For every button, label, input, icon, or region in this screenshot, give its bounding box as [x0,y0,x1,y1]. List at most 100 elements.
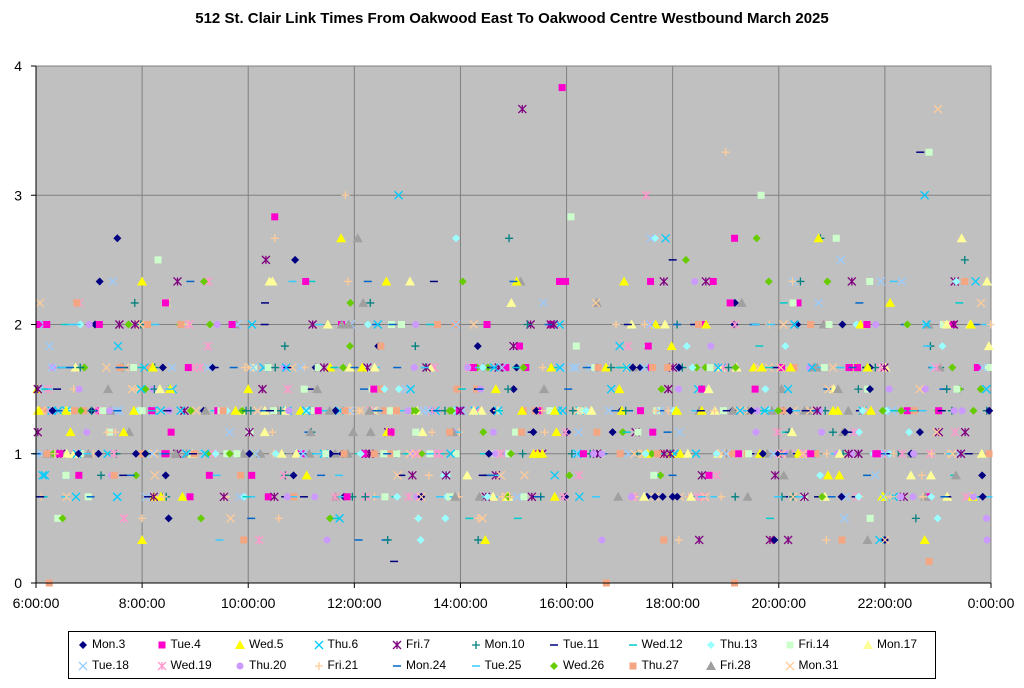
dense-point-mon-31 [591,298,601,308]
legend-marker [629,662,636,670]
point-mon-10 [911,514,920,523]
dense-point-mon-17 [154,384,165,394]
legend-marker [471,640,480,649]
dense-point-thu-20 [910,450,918,458]
dense-point-mon-17 [267,276,278,286]
dense-point-thu-6 [140,363,149,372]
legend-label: Fri.14 [798,637,830,651]
legend-label: Fri.28 [720,658,751,672]
dense-point-fri-21 [822,535,831,544]
dense-point-tue-4 [562,277,570,285]
dense-point-wed-5 [528,448,539,458]
dense-point-mon-31 [469,320,479,329]
point-wed-26 [681,255,690,264]
legend-label: Wed.5 [249,637,284,651]
point-mon-3 [95,277,104,286]
dense-point-wed-5 [65,427,76,437]
dense-point-mon-10 [567,449,576,458]
dense-point-tue-4 [502,364,510,372]
dense-point-fri-14 [546,407,554,415]
dense-point-thu-13 [933,514,942,523]
dense-point-fri-21 [540,428,549,437]
dense-point-thu-20 [752,428,760,436]
dense-point-fri-14 [314,364,322,372]
legend-item: Wed.19 [156,658,212,672]
legend-marker [786,641,793,649]
dense-point-thu-13 [271,449,280,458]
dense-point-fri-7 [770,470,780,480]
y-tick-label: 3 [14,187,22,203]
dense-point-wed-5 [834,470,845,480]
dense-point-mon-17 [276,448,287,458]
dense-point-thu-27 [340,450,348,458]
dense-point-wed-5 [885,297,896,307]
dense-point-mon-10 [731,492,740,501]
dense-point-tue-4 [205,471,213,479]
point-thu-27 [377,342,385,350]
dense-point-mon-17 [259,427,270,437]
dense-point-wed-19 [897,449,907,459]
dense-point-mon-3 [674,363,683,372]
dense-point-wed-19 [119,513,129,523]
dense-point-mon-10 [150,385,159,394]
dense-point-fri-28 [474,491,485,501]
dense-point-fri-28 [343,319,354,329]
dense-point-tue-4 [167,428,175,436]
dense-point-tue-4 [184,364,192,372]
dense-point-mon-10 [960,255,969,264]
dense-point-tue-18 [674,427,684,437]
point-thu-20 [598,536,606,544]
dense-point-fri-21 [344,277,353,286]
dense-point-thu-6 [136,384,146,394]
point-fri-14 [925,148,933,156]
point-wed-26 [200,277,209,286]
dense-point-mon-17 [405,276,416,286]
dense-point-fri-7 [407,470,417,480]
point-fri-7 [130,320,140,329]
dense-point-thu-27 [728,450,736,458]
dense-point-thu-13 [905,428,914,437]
dense-point-tue-18 [645,320,655,329]
dense-point-mon-31 [976,298,986,308]
dense-point-wed-5 [480,534,491,544]
dense-point-wed-19 [283,384,293,394]
dense-point-tue-18 [234,492,244,502]
scatter-chart: 6:00:00 8:00:00 10:00:00 12:00:00 14:00:00 16… [13,58,1015,611]
dense-point-thu-6 [38,470,48,480]
point-mon-10 [76,363,85,372]
point-mon-3 [164,514,173,523]
dense-point-thu-6 [735,406,745,416]
dense-point-fri-21 [183,320,192,329]
dense-point-mon-17 [682,448,693,458]
dense-point-tue-4 [228,321,236,328]
dense-point-mon-31 [62,492,72,502]
dense-point-thu-20 [323,536,331,544]
point-wed-5 [336,233,347,243]
dense-point-fri-21 [986,320,995,329]
dense-point-mon-31 [788,492,798,502]
dense-point-fri-21 [919,492,928,501]
legend-label: Wed.19 [170,658,212,672]
dense-point-thu-6 [713,363,723,372]
x-tick-label: 20:00:00 [752,595,807,611]
dense-point-mon-3 [94,449,103,458]
dense-point-thu-27 [453,385,461,393]
dense-point-mon-3 [673,492,682,501]
dense-point-thu-13 [394,385,403,394]
dense-point-tue-4 [75,471,83,479]
dense-point-fri-7 [960,427,970,437]
dense-point-fri-7 [441,470,451,480]
x-tick-label: 8:00:00 [119,595,166,611]
dense-point-thu-20 [872,321,880,328]
dense-point-mon-3 [747,406,756,415]
dense-point-wed-19 [434,449,444,459]
dense-point-fri-14 [99,407,107,415]
dense-point-thu-20 [105,407,113,415]
dense-point-wed-26 [346,298,355,307]
dense-point-mon-10 [523,320,532,329]
dense-point-thu-27 [71,407,79,415]
dense-point-fri-7 [269,492,279,502]
legend-marker-shape [785,661,794,671]
dense-point-tue-4 [949,321,957,328]
point-thu-6 [661,233,671,243]
